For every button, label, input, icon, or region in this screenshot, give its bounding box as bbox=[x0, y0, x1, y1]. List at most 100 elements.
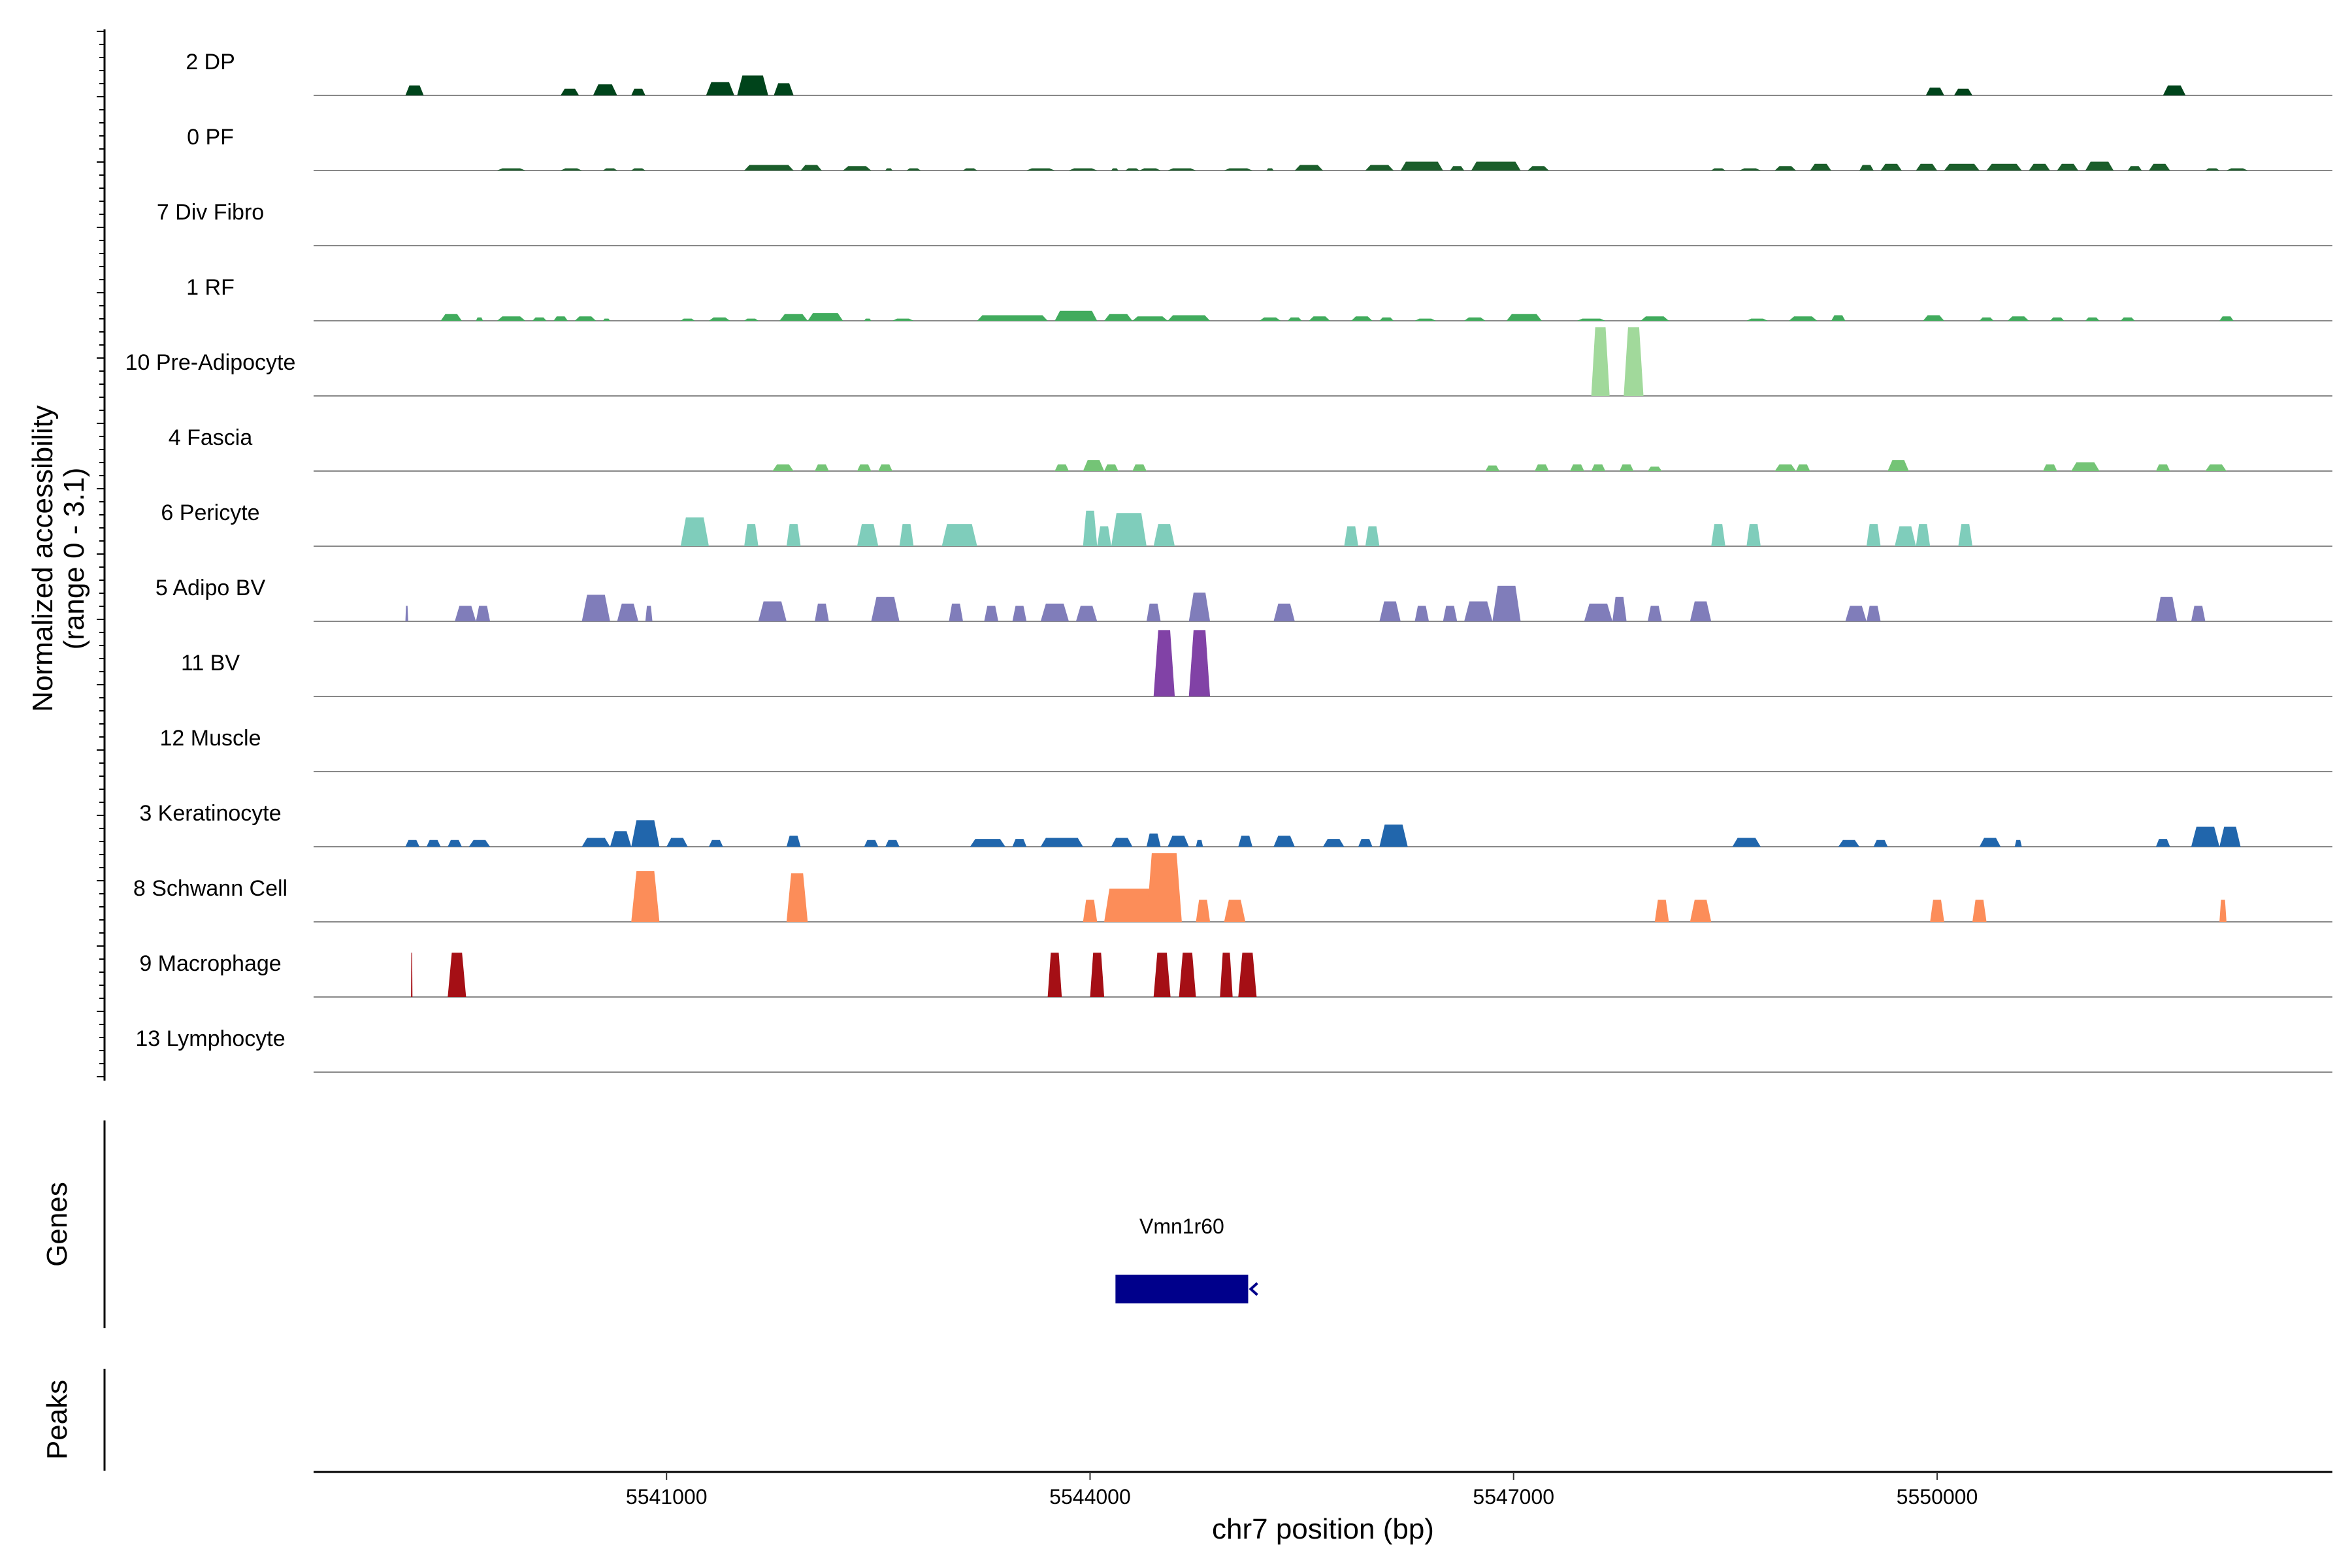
coverage-peak bbox=[786, 873, 808, 922]
coverage-peak bbox=[2057, 163, 2078, 171]
coverage-peak bbox=[1916, 163, 1937, 171]
coverage-peak bbox=[1895, 526, 1916, 546]
coverage-peak bbox=[405, 85, 424, 95]
coverage-peak bbox=[1746, 318, 1768, 321]
coverage-peak bbox=[631, 168, 645, 171]
coverage-peak bbox=[1132, 464, 1147, 471]
coverage-peak bbox=[1810, 163, 1831, 171]
coverage-peak bbox=[1619, 464, 1634, 471]
coverage-peak bbox=[1111, 838, 1133, 847]
coverage-tracks: 2 DP 0 PF 7 Div Fibro 1 RF 10 Pre-Adipocyte 4… bbox=[125, 50, 2332, 1073]
coverage-peak bbox=[1168, 315, 1211, 321]
coverage-peak bbox=[2029, 163, 2050, 171]
coverage-peak bbox=[1690, 601, 1712, 621]
coverage-peak bbox=[1365, 526, 1380, 546]
track-label: 9 Macrophage bbox=[139, 951, 281, 976]
coverage-peak bbox=[2205, 464, 2227, 471]
coverage-peak bbox=[1506, 314, 1542, 321]
coverage-peak bbox=[426, 840, 441, 847]
coverage-peak bbox=[2155, 596, 2178, 621]
coverage-peak bbox=[476, 606, 491, 621]
coverage-peak bbox=[941, 524, 977, 546]
coverage-peak bbox=[1125, 168, 1140, 171]
coverage-peak bbox=[878, 464, 892, 471]
coverage-peak bbox=[1923, 315, 1944, 321]
track-13: 9 Macrophage bbox=[139, 951, 2332, 998]
track-label: 11 BV bbox=[181, 651, 240, 676]
coverage-peak bbox=[1711, 524, 1725, 546]
coverage-peak bbox=[815, 464, 829, 471]
coverage-peak bbox=[2008, 316, 2029, 321]
coverage-peak bbox=[617, 603, 638, 621]
coverage-peak bbox=[1294, 165, 1323, 171]
coverage-peak bbox=[1358, 839, 1373, 847]
coverage-peak bbox=[1866, 524, 1881, 546]
coverage-peak bbox=[786, 836, 801, 847]
coverage-peak bbox=[1986, 163, 2022, 171]
coverage-peak bbox=[864, 318, 872, 321]
coverage-peak bbox=[440, 314, 462, 321]
coverage-peak bbox=[1887, 460, 1909, 471]
coverage-peak bbox=[963, 168, 977, 171]
coverage-peak bbox=[1054, 310, 1098, 321]
coverage-peak bbox=[468, 840, 491, 847]
coverage-peak bbox=[970, 839, 1005, 847]
coverage-peak bbox=[1040, 603, 1069, 621]
coverage-peak bbox=[1323, 839, 1345, 847]
coverage-peak bbox=[1443, 606, 1458, 621]
coverage-peak bbox=[744, 165, 794, 171]
coverage-peak bbox=[1365, 165, 1394, 171]
coverage-peak bbox=[448, 840, 462, 847]
coverage-peak bbox=[1570, 464, 1584, 471]
track-12: 8 Schwann Cell bbox=[133, 853, 2332, 923]
coverage-peak bbox=[1097, 526, 1111, 546]
coverage-peak bbox=[984, 606, 998, 621]
coverage-peak bbox=[2205, 168, 2220, 171]
coverage-peak bbox=[574, 316, 596, 321]
coverage-peak bbox=[532, 317, 547, 321]
coverage-peak bbox=[786, 524, 801, 546]
coverage-peak bbox=[631, 871, 660, 922]
track-5: 10 Pre-Adipocyte bbox=[125, 327, 2332, 397]
gene-strand-arrow bbox=[1249, 1282, 1258, 1296]
coverage-peak bbox=[1739, 168, 1761, 171]
coverage-peak bbox=[2120, 317, 2135, 321]
coverage-peak bbox=[1450, 166, 1465, 171]
coverage-peak bbox=[1188, 630, 1211, 696]
x-axis-ticks: 5541000 5544000 5547000 5550000 bbox=[626, 1472, 1978, 1509]
coverage-peak bbox=[706, 82, 734, 95]
coverage-peak bbox=[758, 601, 787, 621]
coverage-peak bbox=[800, 165, 822, 171]
x-tick-label: 5547000 bbox=[1473, 1485, 1554, 1509]
coverage-peak bbox=[448, 953, 466, 997]
coverage-peak bbox=[1648, 606, 1662, 621]
coverage-peak bbox=[1873, 840, 1888, 847]
track-label: 5 Adipo BV bbox=[155, 576, 266, 600]
coverage-peak bbox=[561, 88, 580, 95]
coverage-peak bbox=[843, 166, 872, 171]
coverage-peak bbox=[1344, 526, 1358, 546]
coverage-peak bbox=[1054, 464, 1069, 471]
coverage-peak bbox=[497, 168, 526, 171]
coverage-peak bbox=[815, 603, 829, 621]
coverage-peak bbox=[1584, 603, 1612, 621]
coverage-peak bbox=[645, 606, 653, 621]
coverage-peak bbox=[1624, 327, 1644, 396]
coverage-peak bbox=[1591, 327, 1610, 396]
coverage-peak bbox=[2219, 316, 2234, 321]
coverage-peak bbox=[871, 596, 900, 621]
coverage-peak bbox=[2155, 464, 2170, 471]
coverage-peak bbox=[885, 168, 892, 171]
coverage-peak bbox=[1026, 168, 1055, 171]
coverage-peak bbox=[744, 524, 759, 546]
coverage-peak bbox=[1139, 168, 1161, 171]
coverage-peak bbox=[1379, 317, 1394, 321]
track-2: 0 PF bbox=[187, 125, 2332, 171]
coverage-peak bbox=[906, 168, 921, 171]
coverage-peak bbox=[1527, 166, 1549, 171]
coverage-peak bbox=[2219, 900, 2227, 922]
track-label: 6 Pericyte bbox=[161, 500, 259, 525]
coverage-peak bbox=[1648, 466, 1662, 471]
coverage-peak bbox=[1288, 317, 1302, 321]
